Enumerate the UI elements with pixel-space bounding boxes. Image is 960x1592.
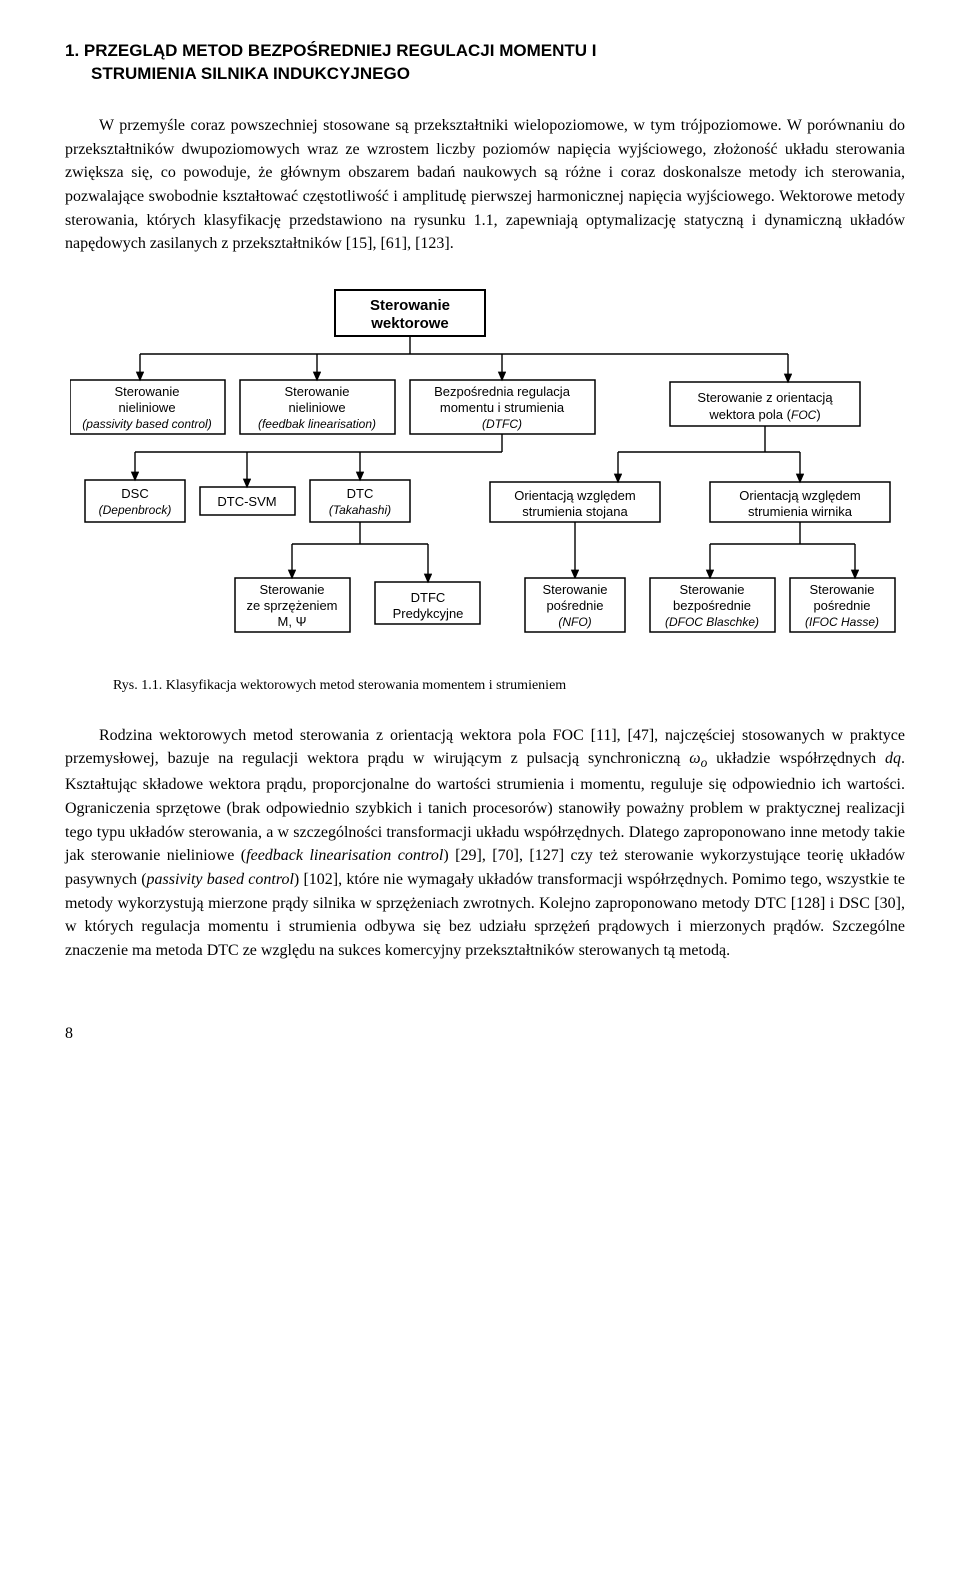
r3b4-l2: strumienia stojana bbox=[522, 504, 628, 519]
root-l2: wektorowe bbox=[370, 315, 449, 332]
r4b5-l1: Sterowanie bbox=[809, 582, 874, 597]
svg-text:(DFOC Blaschke): (DFOC Blaschke) bbox=[665, 615, 759, 629]
r2b1-l2: nieliniowe bbox=[118, 400, 175, 415]
section-title: 1. PRZEGLĄD METOD BEZPOŚREDNIEJ REGULACJ… bbox=[65, 40, 905, 86]
r3b2-l1: DTC-SVM bbox=[217, 494, 276, 509]
p2-omega: ω bbox=[689, 750, 700, 767]
r4b4-l2: bezpośrednie bbox=[673, 598, 751, 613]
p2-fl: feedback linearisation control bbox=[246, 847, 443, 864]
r2b4-l1: Sterowanie z orientacją bbox=[697, 390, 833, 405]
p2-dq: dq bbox=[885, 750, 901, 767]
paragraph-1: W przemyśle coraz powszechniej stosowane… bbox=[65, 114, 905, 256]
r2b2-l1: Sterowanie bbox=[284, 384, 349, 399]
svg-text:(IFOC Hasse): (IFOC Hasse) bbox=[805, 615, 879, 629]
paragraph-2: Rodzina wektorowych metod sterowania z o… bbox=[65, 724, 905, 963]
r4b2-l2: Predykcyjne bbox=[393, 606, 464, 621]
svg-text:wektora pola (FOC): wektora pola (FOC) bbox=[708, 407, 820, 422]
r2b1-l3: (passivity based control) bbox=[82, 417, 211, 431]
r2b3-l2: momentu i strumienia bbox=[440, 400, 565, 415]
para1-text: W przemyśle coraz powszechniej stosowane… bbox=[65, 117, 905, 252]
r4b1-l1: Sterowanie bbox=[259, 582, 324, 597]
r3b3-l2: (Takahashi) bbox=[329, 503, 391, 517]
classification-diagram: Sterowanie wektorowe Sterowanie nielinio… bbox=[70, 282, 900, 667]
r4b5-l2: pośrednie bbox=[813, 598, 870, 613]
r3b3-l1: DTC bbox=[347, 486, 374, 501]
r4b1-l3: M, Ψ bbox=[278, 614, 307, 629]
r4b3-l2: pośrednie bbox=[546, 598, 603, 613]
r2b2-l2: nieliniowe bbox=[288, 400, 345, 415]
r3b5-l2: strumienia wirnika bbox=[748, 504, 853, 519]
title-line-1: 1. PRZEGLĄD METOD BEZPOŚREDNIEJ REGULACJ… bbox=[65, 41, 596, 60]
r2b3-l3: (DTFC) bbox=[482, 417, 522, 431]
r2b1-l1: Sterowanie bbox=[114, 384, 179, 399]
r2b2-l3: (feedbak linearisation) bbox=[258, 417, 376, 431]
title-line-2: STRUMIENIA SILNIKA INDUKCYJNEGO bbox=[65, 63, 905, 86]
root-l1: Sterowanie bbox=[370, 297, 450, 314]
r4b1-l2: ze sprzężeniem bbox=[246, 598, 337, 613]
r3b1-l2: (Depenbrock) bbox=[99, 503, 172, 517]
r4b2-l1: DTFC bbox=[411, 590, 446, 605]
r3b4-l1: Orientacją względem bbox=[514, 488, 635, 503]
figure-caption: Rys. 1.1. Klasyfikacja wektorowych metod… bbox=[113, 677, 905, 696]
p2-pb: passivity based control bbox=[147, 871, 294, 888]
page-number: 8 bbox=[65, 1023, 905, 1045]
r3b5-l1: Orientacją względem bbox=[739, 488, 860, 503]
r3b1-l1: DSC bbox=[121, 486, 148, 501]
r4b3-l1: Sterowanie bbox=[542, 582, 607, 597]
p2-b: układzie współrzędnych bbox=[707, 750, 885, 767]
r2b3-l1: Bezpośrednia regulacja bbox=[434, 384, 571, 399]
r4b3-l3: (NFO) bbox=[558, 615, 591, 629]
r4b4-l1: Sterowanie bbox=[679, 582, 744, 597]
